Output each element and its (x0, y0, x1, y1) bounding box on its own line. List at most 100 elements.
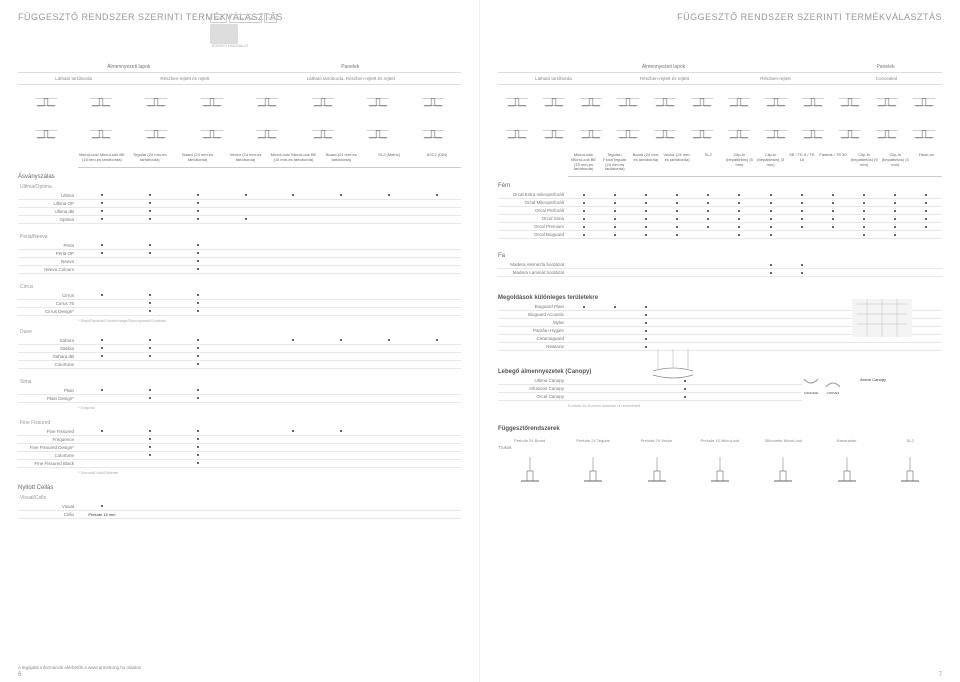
product-cell (568, 264, 599, 266)
product-label: Optima (18, 217, 78, 222)
page-left: FÜGGESZTŐ RENDSZER SZERINTI TERMÉKVÁLASZ… (0, 0, 480, 682)
product-cell (365, 218, 413, 220)
system-diagram (868, 121, 905, 149)
system-diagram (572, 121, 609, 149)
product-cell (630, 338, 661, 340)
system-diagram (295, 89, 350, 117)
sys-label: Bandraster (815, 438, 878, 443)
product-cell (413, 202, 461, 204)
product-cell (413, 194, 461, 196)
table-row: Cirrus Design* (18, 308, 461, 316)
product-cell: Prelude 15 mm (78, 512, 126, 517)
table-row: Madera Laminát bordázat (498, 269, 942, 277)
table-row: Frequence (18, 436, 461, 444)
product-cell (365, 252, 413, 254)
sys-diagram (625, 456, 688, 486)
product-cell (630, 234, 661, 236)
product-label: Colortone (18, 362, 78, 367)
product-cell (880, 338, 911, 340)
product-cell (126, 202, 174, 204)
product-cell (630, 226, 661, 228)
product-cell (568, 346, 599, 348)
product-label: Bioguard Acoustic (498, 312, 568, 317)
product-cell (662, 338, 693, 340)
system-diagram (184, 121, 239, 149)
table-row: Cirrus (18, 292, 461, 300)
subcat-row-r: Látható tartóborda Részben-rejtett és re… (498, 72, 942, 85)
product-label: Neeva (18, 259, 78, 264)
product-cell (222, 389, 270, 391)
product-cell (755, 218, 786, 220)
product-label: Mylar (498, 320, 568, 325)
product-cell (880, 264, 911, 266)
system-label: MicroLook/ MicroLook BE (15 mm-es tartób… (270, 153, 318, 163)
product-cell (365, 363, 413, 365)
product-cell (755, 346, 786, 348)
product-cell (270, 446, 318, 448)
product-cell (365, 462, 413, 464)
product-cell (817, 226, 848, 228)
system-diagram (295, 121, 350, 149)
table-row: Colortone (18, 452, 461, 460)
product-cell (755, 314, 786, 316)
product-cell (755, 234, 786, 236)
product-cell (174, 310, 222, 312)
product-cell (78, 244, 126, 246)
system-label: MicroLook/ MicroLook BE (15 mm-es tartób… (568, 153, 599, 172)
system-diagram (794, 89, 831, 117)
product-cell (724, 314, 755, 316)
product-cell (724, 306, 755, 308)
product-cell (126, 454, 174, 456)
product-cell (270, 218, 318, 220)
product-cell (126, 430, 174, 432)
product-cell (911, 264, 942, 266)
product-cell (413, 355, 461, 357)
system-label: Clip-In (bepattintós) (3 mm) (880, 153, 911, 172)
subgroup-sima: Sima (18, 379, 461, 385)
product-cell (662, 306, 693, 308)
product-cell (568, 202, 599, 204)
product-cell (413, 268, 461, 270)
table-row: Sabbia (18, 345, 461, 353)
product-cell (724, 234, 755, 236)
product-cell (365, 210, 413, 212)
subcat-row: Látható tartóborda Részben-rejtett és re… (18, 72, 461, 85)
product-cell (222, 454, 270, 456)
page-number-left: 6 (18, 672, 21, 678)
product-cell (786, 218, 817, 220)
product-cell (317, 194, 365, 196)
product-label: Cirrus (18, 293, 78, 298)
badge: KÖNNYÍTETT (229, 14, 262, 23)
product-cell (786, 210, 817, 212)
product-cell (880, 346, 911, 348)
product-cell (126, 363, 174, 365)
cat-label: Álmennyezeti lapok (18, 62, 240, 72)
product-cell (817, 314, 848, 316)
table-row: Fine Fissured (18, 428, 461, 436)
product-cell (693, 218, 724, 220)
product-cell (270, 244, 318, 246)
table-row: Visual (18, 503, 461, 511)
product-cell (662, 330, 693, 332)
product-cell (78, 302, 126, 304)
product-cell (317, 302, 365, 304)
product-cell (126, 310, 174, 312)
product-cell (599, 346, 630, 348)
product-label: Neeva Colours (18, 267, 78, 272)
product-cell (786, 272, 817, 274)
product-cell (174, 347, 222, 349)
table-row: Neeva Colours (18, 266, 461, 274)
table-row: Orcal Bioguard (498, 231, 942, 239)
system-diagram (683, 121, 720, 149)
product-cell (630, 322, 661, 324)
product-cell (174, 339, 222, 341)
table-row: Plain (18, 387, 461, 395)
canopy-foot: Konkáv és Konvex alakban is rendelhető (498, 403, 802, 408)
product-cell (174, 363, 222, 365)
product-cell (568, 322, 599, 324)
product-cell (365, 389, 413, 391)
subcat: Concealed (831, 73, 942, 84)
product-cell (911, 202, 942, 204)
product-cell (222, 462, 270, 464)
system-label: Vector (24 mm-es tartóborda) (662, 153, 693, 172)
